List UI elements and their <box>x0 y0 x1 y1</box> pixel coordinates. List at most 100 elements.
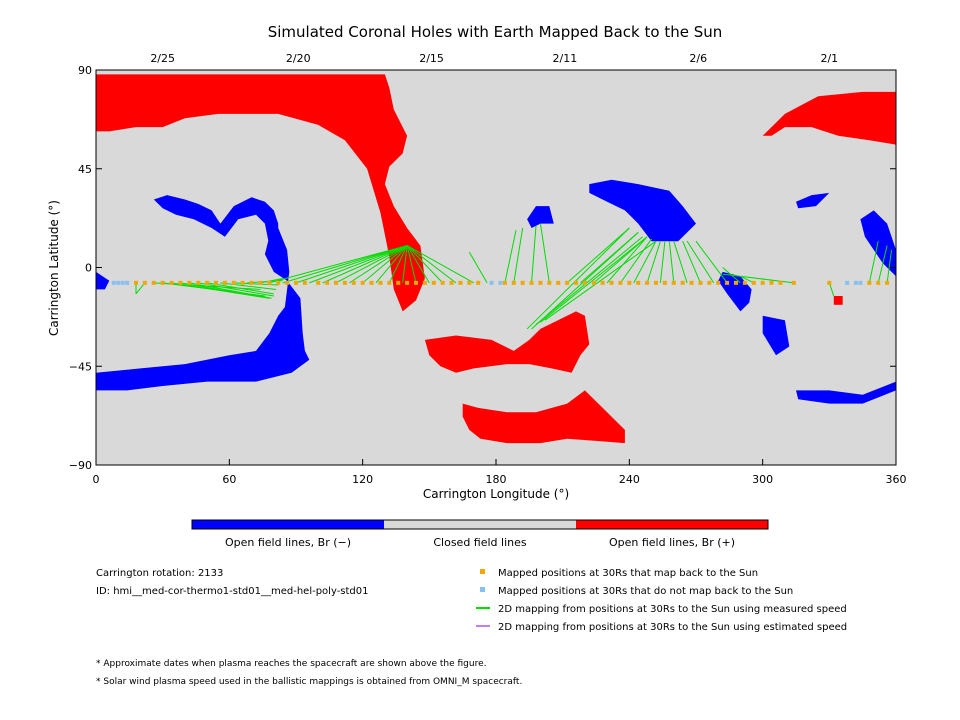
date-label-4: 2/6 <box>689 52 707 65</box>
negative-coronal-hole-8 <box>589 179 696 242</box>
x-tick-label-60: 60 <box>222 473 236 486</box>
measured-mapping-line-42 <box>668 241 675 283</box>
measured-mapping-line-5 <box>180 282 270 299</box>
measured-mapping-line-17 <box>322 245 408 284</box>
x-axis-label: Carrington Longitude (°) <box>423 487 569 501</box>
measured-mapping-line-40 <box>646 241 661 284</box>
x-tick-label-240: 240 <box>619 473 640 486</box>
x-axis: 0 60 120 180 240 300 360 <box>93 459 907 486</box>
measured-mapping-line-43 <box>673 241 688 284</box>
measured-mapping-line-9 <box>220 282 277 290</box>
mapped-point-34 <box>440 280 445 285</box>
mapped-point-26 <box>369 280 374 285</box>
date-label-1: 2/20 <box>286 52 311 65</box>
mapped-point-44 <box>547 280 552 285</box>
chart-title: Simulated Coronal Holes with Earth Mappe… <box>268 23 723 41</box>
measured-mapping-line-54 <box>544 240 657 321</box>
colorbar: Open field lines, Br (−) Closed field lin… <box>191 519 769 549</box>
mapped-point-65 <box>734 280 738 285</box>
mapped-point-48 <box>582 280 587 285</box>
mapped-point-17 <box>285 280 290 285</box>
legend-label-2: 2D mapping from positions at 30Rs to the… <box>498 604 847 615</box>
negative-coronal-hole-14 <box>96 271 110 290</box>
measured-mapping-line-52 <box>535 236 643 325</box>
unmapped-point-4 <box>489 280 494 285</box>
mapped-point-21 <box>325 280 330 285</box>
mapped-point-45 <box>556 280 561 285</box>
positive-coronal-hole-0 <box>96 74 425 312</box>
measured-mapping-line-51 <box>531 232 639 330</box>
x-tick-label-120: 120 <box>352 473 373 486</box>
mapped-point-74 <box>876 280 881 285</box>
mapped-point-16 <box>276 280 281 285</box>
mapped-point-14 <box>258 280 263 285</box>
mapped-point-57 <box>662 280 667 285</box>
date-label-5: 2/1 <box>820 52 838 65</box>
mapped-point-39 <box>502 280 507 285</box>
date-label-2: 2/15 <box>419 52 444 65</box>
mapped-point-66 <box>742 280 747 285</box>
measured-mapping-line-45 <box>686 240 715 284</box>
mapped-point-27 <box>378 280 383 285</box>
measured-mapping-line-15 <box>295 245 408 284</box>
plot-area <box>95 69 897 466</box>
measured-mapping-line-29 <box>468 251 488 284</box>
measured-mapping-line-39 <box>633 240 657 284</box>
footnote-speed: * Solar wind plasma speed used in the ba… <box>96 677 522 687</box>
mapped-point-51 <box>609 280 614 285</box>
measured-mapping-line-55 <box>828 282 835 297</box>
measured-mapping-line-8 <box>207 282 274 295</box>
mapped-point-49 <box>591 280 596 285</box>
x-tick-label-0: 0 <box>93 473 100 486</box>
mapped-point-20 <box>316 280 321 285</box>
mapped-point-7 <box>196 280 201 285</box>
measured-mapping-line-22 <box>388 245 408 284</box>
measured-mapping-line-16 <box>309 245 408 284</box>
mapped-point-15 <box>267 280 272 285</box>
negative-coronal-hole-7 <box>527 206 554 228</box>
y-tick-label-4: −90 <box>69 459 92 472</box>
mapped-point-22 <box>334 280 338 285</box>
mapped-point-46 <box>565 280 570 285</box>
measured-mapping-line-26 <box>406 245 444 284</box>
colorbar-frame <box>191 519 769 530</box>
measured-mapping-line-57 <box>877 245 888 283</box>
mapped-point-36 <box>458 280 463 285</box>
measured-mapping-line-34 <box>566 227 630 284</box>
colorbar-segment-0 <box>192 520 384 529</box>
mapped-point-10 <box>222 280 227 285</box>
measured-mapping-line-30 <box>504 230 517 283</box>
mapped-point-24 <box>351 280 356 285</box>
unmapped-point-5 <box>498 280 503 285</box>
mapped-point-31 <box>414 280 418 285</box>
mapped-point-42 <box>529 280 534 285</box>
measured-mapping-line-37 <box>606 236 648 284</box>
mapped-point-23 <box>342 280 347 285</box>
mapped-point-30 <box>405 280 410 285</box>
measured-mapping-line-13 <box>269 245 408 284</box>
legend-symbol-0 <box>480 569 485 574</box>
mapped-point-73 <box>867 280 872 285</box>
negative-coronal-hole-6 <box>153 195 279 264</box>
mapped-point-32 <box>422 280 427 285</box>
mapped-point-5 <box>178 280 183 285</box>
mapped-point-2 <box>151 280 156 285</box>
measured-mapping-line-28 <box>406 245 475 284</box>
y-axis: 90 45 0 −45 −90 <box>69 64 896 472</box>
mapped-point-71 <box>791 280 796 285</box>
mapped-point-13 <box>249 280 254 285</box>
mapped-point-52 <box>618 280 623 285</box>
colorbar-label-0: Open field lines, Br (−) <box>225 536 351 549</box>
mapped-point-70 <box>778 280 783 285</box>
measured-mapping-line-12 <box>260 277 283 284</box>
mapped-point-61 <box>698 280 703 285</box>
measured-mapping-line-21 <box>375 245 408 284</box>
mapped-point-1 <box>142 280 147 285</box>
y-tick-label-0: 90 <box>78 64 92 77</box>
measured-mapping-line-23 <box>402 245 408 283</box>
footnote-dates: * Approximate dates when plasma reaches … <box>96 659 487 669</box>
mapped-point-25 <box>360 280 365 285</box>
mapped-point-68 <box>760 280 765 285</box>
mapped-point-0 <box>134 280 138 285</box>
